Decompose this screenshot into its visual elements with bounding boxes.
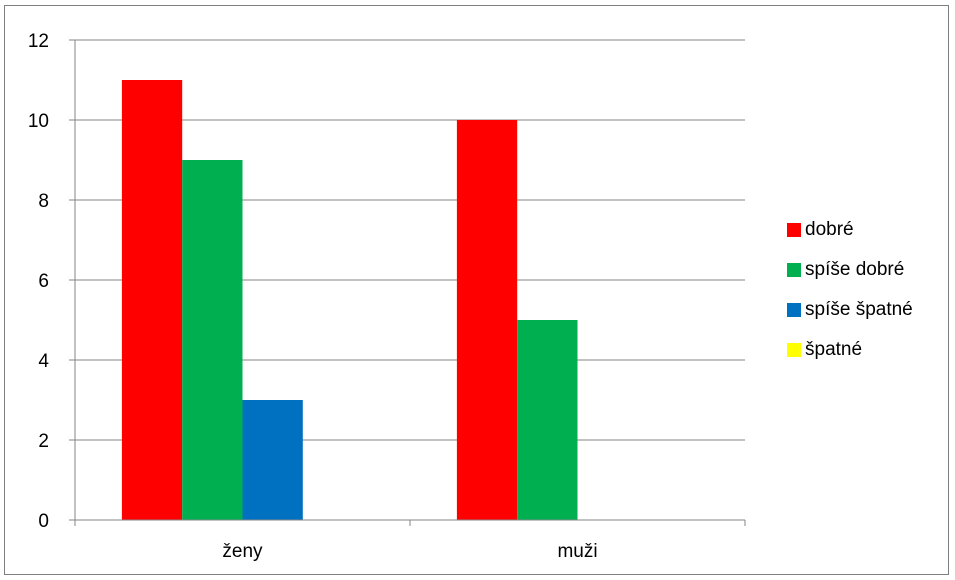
legend-swatch	[787, 343, 801, 357]
y-tick-label: 6	[38, 271, 49, 292]
legend-label: dobré	[805, 219, 854, 240]
legend: dobré spíše dobré spíše špatné špatné	[787, 210, 913, 370]
bar	[182, 160, 243, 520]
bar	[121, 80, 183, 520]
legend-item: dobré	[787, 210, 913, 250]
y-tick-label: 0	[38, 511, 49, 532]
bar	[456, 120, 518, 520]
legend-item: spíše dobré	[787, 250, 913, 290]
x-tick-labels: ženy muži	[222, 541, 597, 562]
legend-label: špatné	[805, 339, 863, 360]
y-tick-label: 2	[38, 431, 49, 452]
legend-swatch	[787, 223, 801, 237]
legend-label: spíše dobré	[805, 259, 905, 280]
x-tick-label: muži	[557, 541, 597, 562]
bar	[242, 400, 303, 520]
legend-swatch	[787, 263, 801, 277]
legend-item: špatné	[787, 330, 913, 370]
axes	[69, 39, 746, 526]
bar	[517, 320, 578, 520]
legend-item: spíše špatné	[787, 290, 913, 330]
y-tick-labels: 0 2 4 6 8 10 12	[28, 31, 50, 532]
legend-label: spíše špatné	[805, 299, 913, 320]
y-tick-label: 12	[28, 31, 49, 52]
y-tick-label: 10	[28, 111, 49, 132]
bars	[121, 80, 578, 520]
legend-swatch	[787, 303, 801, 317]
x-tick-label: ženy	[222, 541, 263, 562]
y-tick-label: 4	[38, 351, 49, 372]
y-tick-label: 8	[38, 191, 49, 212]
